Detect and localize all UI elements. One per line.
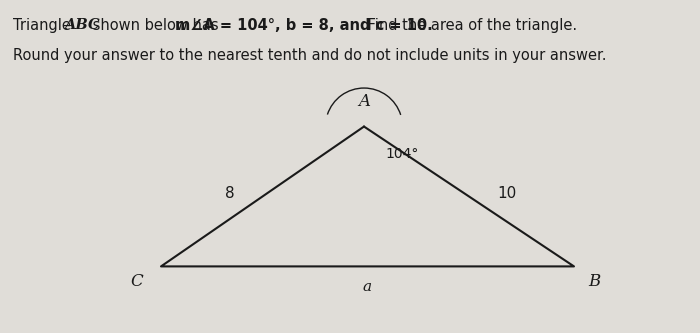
Text: shown below has: shown below has — [88, 18, 223, 33]
Text: a: a — [363, 280, 372, 294]
Text: B: B — [588, 273, 601, 290]
Text: Triangle: Triangle — [13, 18, 75, 33]
Text: 104°: 104° — [385, 147, 419, 161]
Text: ABC: ABC — [64, 18, 99, 32]
Text: A: A — [358, 93, 370, 110]
Text: 8: 8 — [225, 185, 235, 201]
Text: Round your answer to the nearest tenth and do not include units in your answer.: Round your answer to the nearest tenth a… — [13, 48, 606, 63]
Text: C: C — [131, 273, 144, 290]
Text: Find the area of the triangle.: Find the area of the triangle. — [363, 18, 577, 33]
Text: 10: 10 — [497, 185, 517, 201]
Text: m∠A = 104°, b = 8, and c = 10.: m∠A = 104°, b = 8, and c = 10. — [175, 18, 433, 33]
